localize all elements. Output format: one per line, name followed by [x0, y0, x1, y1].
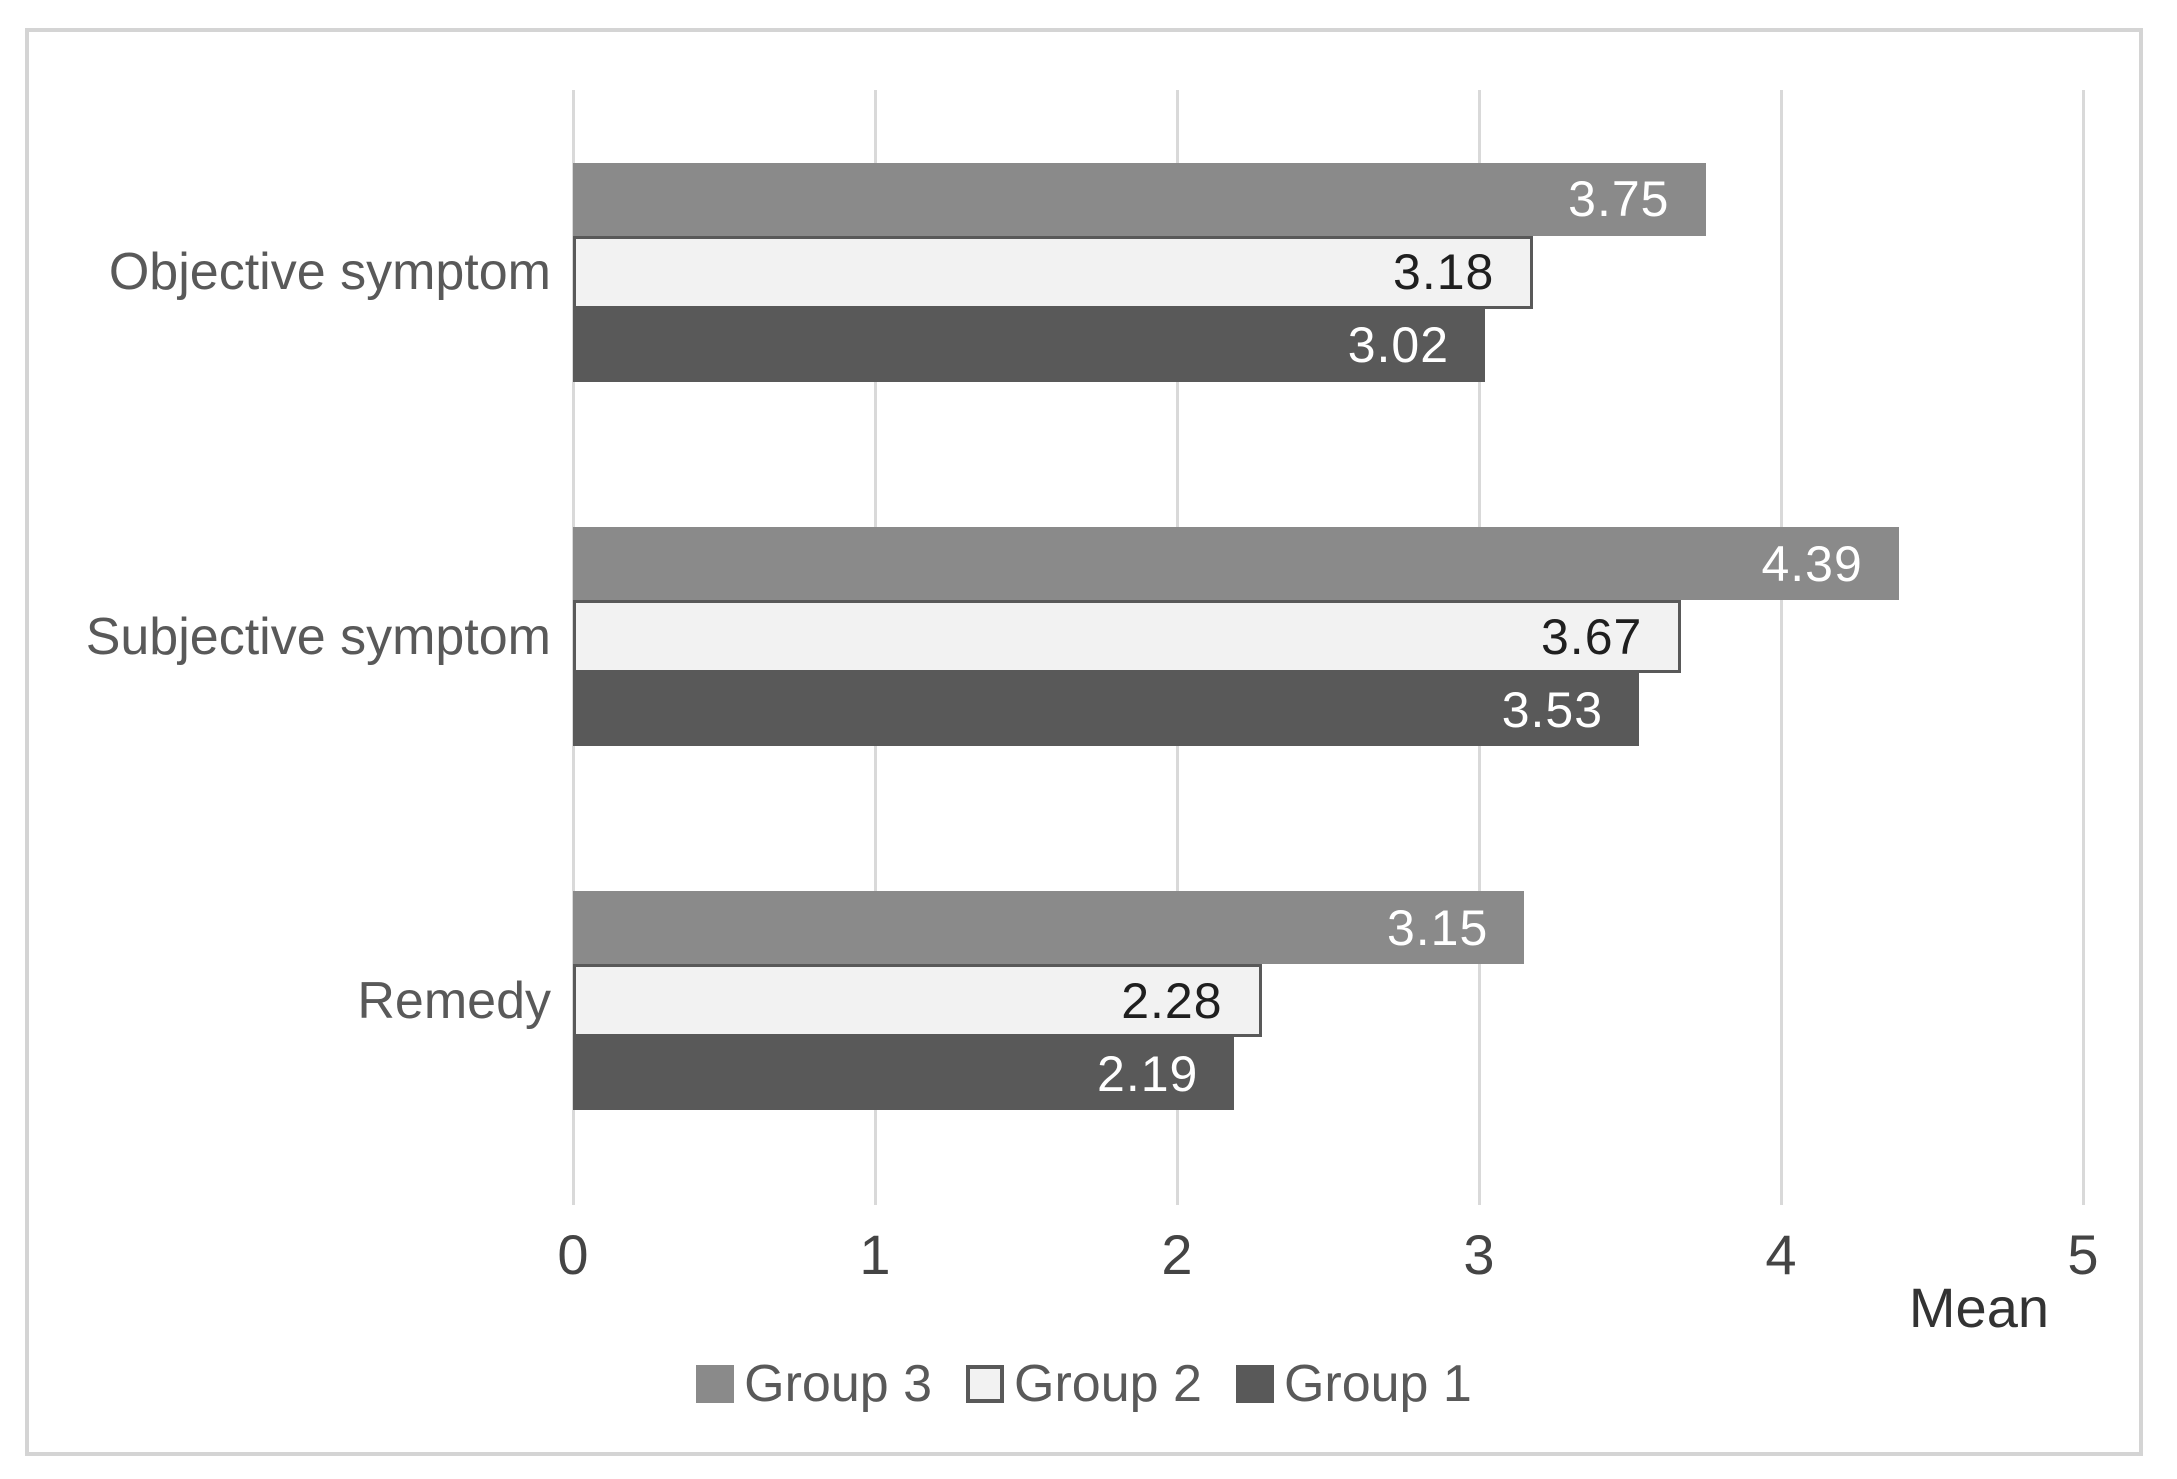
- legend-item-group-2: Group 2: [966, 1354, 1202, 1414]
- bar-group-2: 3.18: [573, 235, 1534, 309]
- x-tick-label: 3: [1463, 1223, 1495, 1286]
- bar-group-2: 3.67: [573, 600, 1682, 673]
- legend-label: Group 3: [744, 1355, 933, 1413]
- legend-marker-icon: [966, 1365, 1005, 1403]
- x-tick-label: 4: [1765, 1223, 1797, 1286]
- bar-row: 2.28: [573, 964, 2083, 1038]
- bar-row: 3.53: [573, 673, 2083, 746]
- bar-group-1: 3.53: [573, 673, 1640, 746]
- bar-row: 3.15: [573, 891, 2083, 965]
- gridline: [1780, 90, 1783, 1183]
- bar-row: 3.75: [573, 162, 2083, 236]
- category-label: Objective symptom: [108, 243, 551, 302]
- legend: Group 3 Group 2 Group 1: [29, 1354, 2139, 1414]
- bar-row: 3.02: [573, 308, 2083, 382]
- legend-item-group-3: Group 3: [696, 1354, 932, 1414]
- x-tick-label: 2: [1161, 1223, 1193, 1286]
- bar-value-label: 3.02: [1347, 317, 1450, 374]
- bar-value-label: 3.18: [1393, 244, 1495, 301]
- bar-group-2: 2.28: [573, 964, 1262, 1038]
- chart-frame: 3.75 3.18 3.02 4.39 3.67 3.53 3.15 2.28 2.19 Obj…: [25, 28, 2143, 1456]
- category-label: Remedy: [357, 971, 551, 1030]
- legend-item-group-1: Group 1: [1235, 1354, 1472, 1414]
- axis-tick: [572, 1183, 575, 1205]
- category-label: Subjective symptom: [85, 607, 551, 666]
- bar-row: 3.18: [573, 235, 2083, 309]
- bar-group-3: 4.39: [573, 527, 1899, 600]
- bar-value-label: 2.28: [1121, 972, 1223, 1029]
- bar-group-1: 2.19: [573, 1037, 1235, 1111]
- bar-value-label: 3.53: [1501, 681, 1604, 738]
- axis-tick: [1176, 1183, 1179, 1205]
- bar-row: 2.19: [573, 1037, 2083, 1111]
- bar-value-label: 2.19: [1097, 1045, 1199, 1102]
- x-axis-title: Mean: [1908, 1276, 2049, 1339]
- x-tick-label: 0: [557, 1223, 589, 1286]
- bar-group-3: 3.15: [573, 891, 1525, 965]
- bar-value-label: 4.39: [1761, 535, 1863, 592]
- axis-tick: [1780, 1183, 1783, 1205]
- gridline: [2082, 90, 2085, 1183]
- legend-marker-icon: [696, 1365, 735, 1403]
- legend-label: Group 1: [1283, 1355, 1472, 1413]
- x-tick-label: 1: [859, 1223, 891, 1286]
- legend-marker-icon: [1235, 1365, 1274, 1403]
- bar-value-label: 3.15: [1386, 899, 1489, 956]
- bar-row: 3.67: [573, 600, 2083, 673]
- legend-label: Group 2: [1014, 1355, 1202, 1413]
- plot-area: 3.75 3.18 3.02 4.39 3.67 3.53 3.15 2.28 2.19: [572, 90, 2085, 1183]
- axis-tick: [2082, 1183, 2085, 1205]
- x-tick-label: 5: [2067, 1223, 2099, 1286]
- axis-tick: [1478, 1183, 1481, 1205]
- bar-group-3: 3.75: [573, 162, 1706, 236]
- bar-group-1: 3.02: [573, 308, 1486, 382]
- bar-value-label: 3.75: [1568, 171, 1670, 228]
- axis-tick: [874, 1183, 877, 1205]
- bar-row: 4.39: [573, 527, 2083, 600]
- bar-value-label: 3.67: [1541, 608, 1643, 665]
